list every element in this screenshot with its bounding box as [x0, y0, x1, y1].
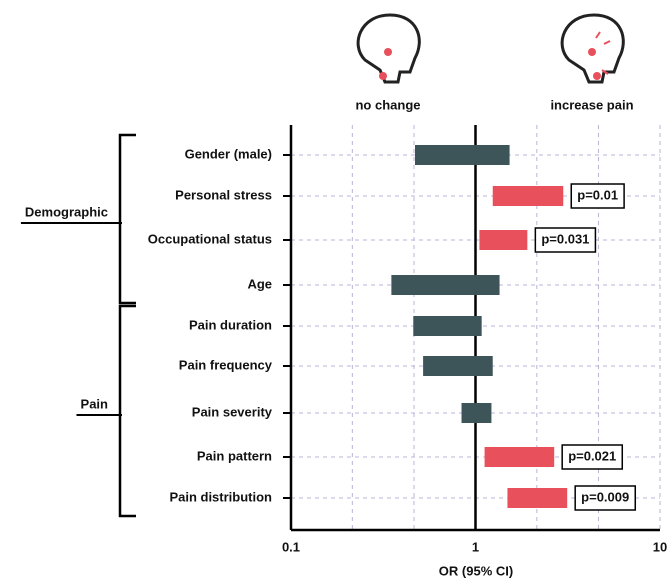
group-bracket	[120, 135, 136, 303]
y-tick-label: Pain distribution	[169, 489, 272, 504]
value-label: p=0.01	[577, 187, 618, 202]
bar	[423, 356, 493, 376]
group-label: Pain	[81, 396, 109, 411]
x-tick-label: 1	[472, 539, 479, 554]
x-tick-label: 10	[653, 539, 667, 554]
bar	[462, 403, 492, 423]
annotation: increase pain	[550, 97, 633, 112]
y-tick-label: Pain severity	[192, 404, 273, 419]
bar	[485, 447, 555, 467]
value-label: p=0.031	[541, 231, 589, 246]
bar	[479, 230, 527, 250]
value-label: p=0.021	[568, 448, 616, 463]
bar	[507, 488, 567, 508]
y-tick-label: Pain pattern	[197, 448, 272, 463]
value-label: p=0.009	[581, 489, 629, 504]
y-tick-label: Age	[247, 276, 272, 291]
group-label: Demographic	[25, 204, 108, 219]
y-tick-label: Pain frequency	[179, 357, 273, 372]
group-bracket	[120, 306, 136, 516]
bar	[493, 186, 564, 206]
y-tick-label: Occupational status	[148, 231, 272, 246]
bar	[415, 145, 510, 165]
x-tick-label: 0.1	[282, 539, 300, 554]
skull-icon	[358, 15, 419, 82]
bar	[391, 275, 499, 295]
y-tick-label: Personal stress	[175, 187, 272, 202]
y-tick-label: Pain duration	[189, 317, 272, 332]
y-tick-label: Gender (male)	[185, 146, 272, 161]
annotation: no change	[355, 97, 420, 112]
skull-icon-pain	[562, 15, 623, 82]
x-axis-title: OR (95% CI)	[439, 563, 513, 578]
bar	[413, 316, 481, 336]
chart: no change increase pain OR (95% CI) 0.1 1…	[0, 0, 671, 579]
